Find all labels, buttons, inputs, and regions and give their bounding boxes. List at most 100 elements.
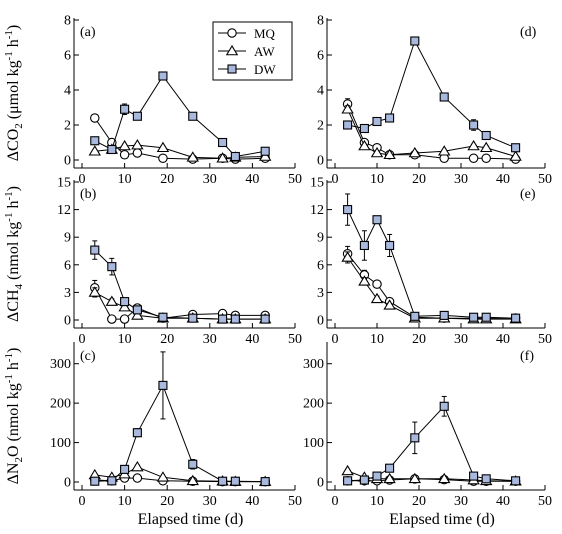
x-tick-label: 50	[538, 494, 552, 509]
x-tick-label: 50	[288, 172, 302, 187]
data-point-mq	[468, 153, 479, 164]
y-axis-title-sup: -1	[3, 51, 15, 60]
data-point-dw	[260, 146, 270, 156]
y-tick-label: 8	[64, 14, 71, 29]
data-point-aw	[467, 139, 480, 151]
data-point-dw	[343, 120, 353, 130]
x-tick-label: 20	[412, 332, 426, 347]
x-tick-label: 10	[370, 494, 384, 509]
data-point-aw	[186, 474, 199, 486]
data-point-dw	[188, 111, 198, 121]
legend: MQ AW DW	[212, 21, 293, 81]
y-axis-title-tail: O (nmol kg	[5, 383, 22, 457]
x-tick-label: 20	[412, 494, 426, 509]
data-point-dw	[107, 262, 117, 272]
data-point-dw	[372, 215, 382, 225]
legend-marker-mq	[227, 28, 237, 38]
series-DW	[90, 240, 270, 324]
y-tick-label: 0	[64, 314, 71, 329]
data-point-dw	[90, 136, 100, 146]
y-axis-title-sup2: -1	[3, 191, 15, 200]
series-AW	[341, 464, 522, 486]
data-point-dw	[107, 476, 117, 486]
data-point-dw	[218, 137, 228, 148]
y-tick-label: 12	[310, 203, 324, 218]
y-tick-label: 12	[57, 203, 71, 218]
data-point-aw	[156, 141, 170, 153]
panel-label: (c)	[80, 349, 96, 364]
x-tick-label: 30	[454, 172, 468, 187]
data-point-dw	[218, 314, 228, 324]
y-axis-title-tail: (nmol kg	[5, 222, 22, 284]
data-point-dw	[410, 36, 420, 46]
y-tick-label: 9	[64, 231, 71, 246]
data-point-dw	[359, 240, 369, 251]
data-point-aw	[437, 145, 451, 156]
data-point-mq	[90, 113, 100, 123]
data-point-dw	[439, 401, 449, 411]
y-tick-label: 3	[64, 286, 71, 301]
panel-label: (d)	[520, 25, 537, 40]
y-tick-label: 200	[50, 397, 71, 412]
data-point-aw	[216, 152, 229, 163]
data-point-aw	[118, 301, 131, 312]
x-tick-label: 50	[538, 332, 552, 347]
data-point-aw	[341, 103, 354, 114]
data-point-dw	[120, 297, 130, 307]
panel-label: (f)	[520, 349, 534, 364]
x-tick-label: 10	[118, 332, 132, 347]
y-axis-title-sub: 2	[13, 123, 25, 129]
data-point-dw	[439, 310, 449, 320]
data-point-aw	[131, 139, 144, 150]
y-tick-label: 6	[317, 258, 324, 273]
x-axis-title: Elapsed time (d)	[138, 511, 244, 528]
data-point-aw	[370, 292, 384, 304]
series-DW	[343, 193, 521, 323]
data-point-dw	[188, 313, 198, 323]
data-point-dw	[120, 464, 130, 474]
data-point-dw	[158, 312, 168, 322]
x-tick-label: 30	[454, 494, 468, 509]
data-point-aw	[186, 151, 199, 162]
y-tick-label: 6	[64, 49, 71, 64]
panel-e: 0 3 6 9 12 15 0 10 20 30 40 50 (e)	[310, 176, 552, 348]
x-tick-label: 40	[496, 172, 510, 187]
data-point-mq	[119, 314, 130, 324]
y-tick-label: 4	[64, 84, 71, 99]
data-point-dw	[230, 314, 240, 324]
y-tick-label: 300	[50, 357, 71, 372]
data-point-aw	[131, 460, 144, 472]
x-tick-label: 0	[79, 494, 86, 509]
data-point-dw	[218, 476, 228, 486]
data-point-dw	[385, 240, 395, 251]
y-axis-title-tail2: h	[5, 362, 22, 374]
data-point-aw	[118, 139, 131, 151]
series-line	[94, 75, 266, 158]
y-axis-title-tail2: h	[5, 201, 22, 213]
data-point-dw	[260, 477, 270, 487]
data-point-aw	[88, 145, 102, 156]
data-point-aw	[88, 286, 102, 297]
y-axis-title-end: )	[5, 25, 22, 30]
y-tick-label: 0	[317, 476, 324, 491]
y-axis-title: ΔCO2 (μmol kg-1 h-1)	[3, 25, 25, 161]
data-point-aw	[358, 139, 371, 151]
data-point-aw	[479, 141, 493, 153]
y-axis-title-sub: 2	[13, 457, 25, 463]
data-point-aw	[408, 146, 422, 158]
data-point-mq	[132, 148, 143, 158]
y-axis-title: ΔN2O (nmol kg-1 h-1)	[3, 348, 25, 485]
data-point-dw	[511, 143, 521, 153]
data-point-dw	[343, 476, 353, 486]
y-tick-label: 0	[64, 476, 71, 491]
y-tick-label: 15	[57, 176, 71, 191]
panel-b: 0 3 6 9 12 15 0 10 20 30 40 50 (b)	[57, 176, 302, 348]
y-axis-title-sup: -1	[3, 374, 15, 383]
data-point-dw	[132, 305, 142, 315]
data-point-aw	[156, 471, 170, 482]
x-tick-label: 30	[203, 172, 217, 187]
y-tick-label: 6	[317, 49, 324, 64]
data-point-dw	[359, 123, 369, 134]
y-axis-title-sup2: -1	[3, 30, 15, 39]
